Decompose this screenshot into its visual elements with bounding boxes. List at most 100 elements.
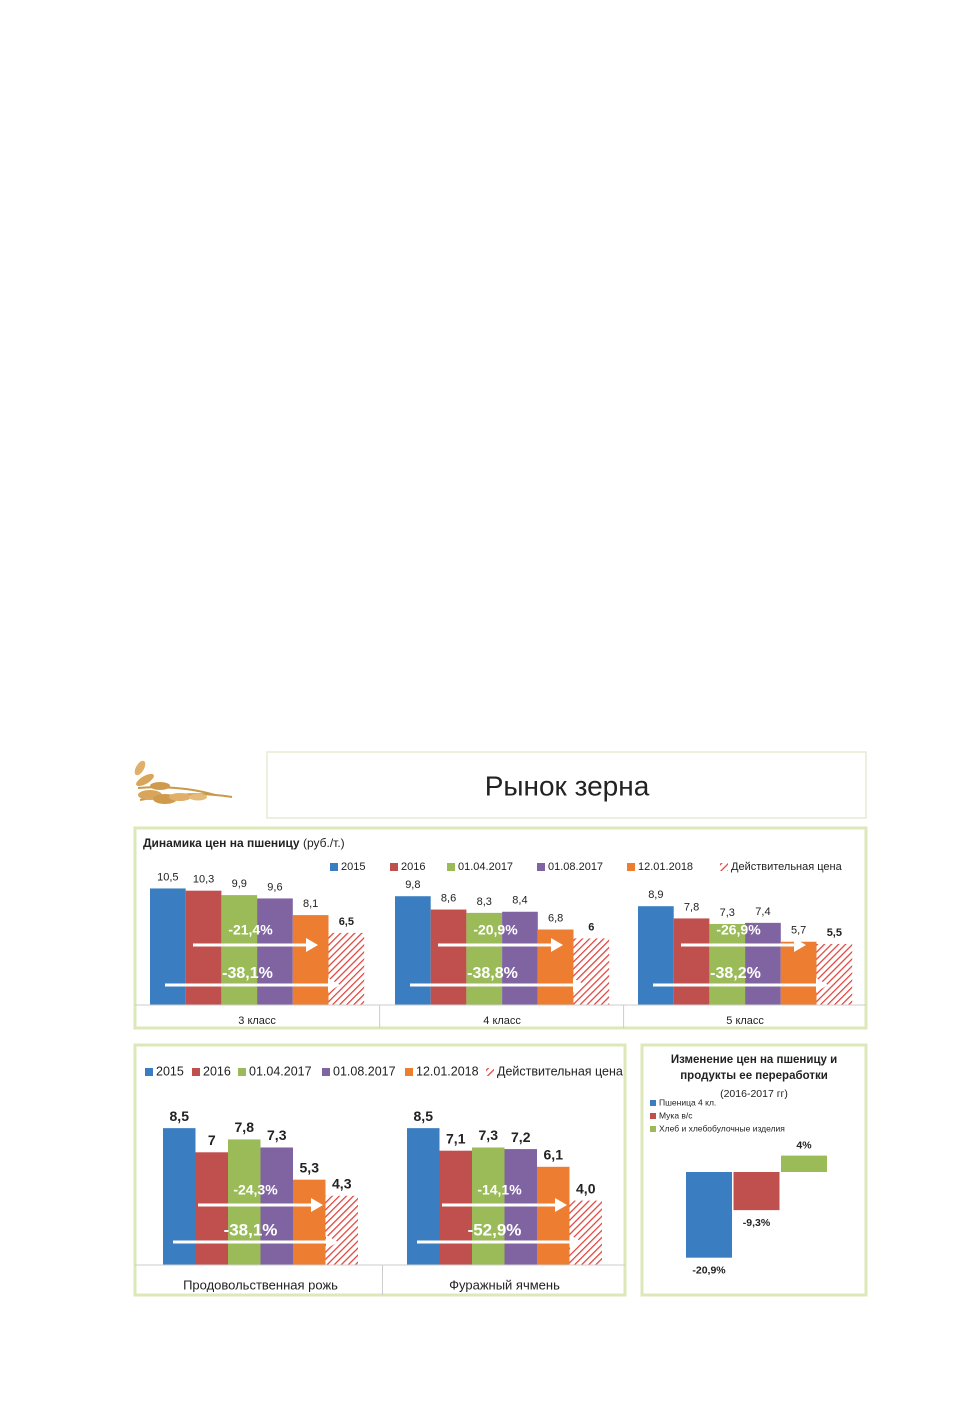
legend-swatch <box>390 863 398 871</box>
legend-label: 01.08.2017 <box>333 1064 396 1078</box>
bar <box>221 895 258 1005</box>
value-label: 9,8 <box>405 879 420 891</box>
arrow-head <box>570 1235 582 1249</box>
bar <box>504 1149 537 1265</box>
value-label: 7 <box>208 1132 216 1148</box>
category-label: 5 класс <box>726 1015 764 1027</box>
change-label: -38,8% <box>467 965 518 982</box>
change-label: -52,9% <box>468 1220 522 1239</box>
change-label: -38,1% <box>222 965 273 982</box>
category-label: 4 класс <box>483 1015 521 1027</box>
value-label: 4,3 <box>332 1175 352 1191</box>
bar <box>816 943 853 1005</box>
bar <box>686 1172 732 1258</box>
change-label: -14,1% <box>477 1182 522 1198</box>
bar <box>439 1150 472 1265</box>
value-label: 7,8 <box>235 1119 255 1135</box>
value-label: 7,3 <box>267 1127 287 1143</box>
legend-label: 2016 <box>203 1064 231 1078</box>
arrow-head <box>306 938 318 952</box>
legend-label: 01.04.2017 <box>249 1064 312 1078</box>
value-label: 8,6 <box>441 892 456 904</box>
bar <box>163 1128 196 1265</box>
arrow-head <box>555 1198 567 1212</box>
value-label: 5,5 <box>827 927 842 939</box>
value-label: 7,2 <box>511 1129 531 1145</box>
bar <box>395 896 431 1005</box>
legend-swatch <box>238 1068 246 1076</box>
chart-title: Изменение цен на пшеницу и продукты ее п… <box>670 1054 838 1082</box>
legend-label: Действительная цена <box>731 861 843 873</box>
legend-swatch <box>447 863 455 871</box>
bar <box>745 922 781 1005</box>
value-label: 6,5 <box>339 916 354 928</box>
arrow-head <box>326 1235 338 1249</box>
legend-swatch <box>650 1113 656 1119</box>
bar <box>195 1152 228 1265</box>
category-label: Фуражный ячмень <box>449 1277 560 1292</box>
bar <box>257 898 293 1005</box>
change-label: -21,4% <box>228 922 273 938</box>
value-label: 8,5 <box>414 1108 434 1124</box>
value-label: 8,9 <box>648 889 663 901</box>
value-label: 7,3 <box>479 1127 499 1143</box>
chart-subtitle: (2016-2017 гг) <box>720 1088 788 1100</box>
bar <box>537 1166 570 1265</box>
value-label: 4% <box>796 1139 812 1151</box>
bar <box>293 1179 326 1265</box>
value-label: 8,5 <box>170 1108 190 1124</box>
value-label: 5,7 <box>791 925 806 937</box>
change-label: -38,1% <box>224 1220 278 1239</box>
chart-title-wrap: Изменение цен на пшеницу и продукты ее п… <box>670 1054 838 1082</box>
legend-swatch <box>145 1068 153 1076</box>
bar <box>502 911 538 1005</box>
value-label: 8,3 <box>477 896 492 908</box>
value-label: 10,5 <box>157 871 178 883</box>
legend-label: 2015 <box>156 1064 184 1078</box>
value-label: 9,9 <box>232 878 247 890</box>
legend-label: 12.01.2018 <box>416 1064 479 1078</box>
bar <box>780 941 817 1005</box>
bar <box>328 932 365 1005</box>
arrow-head <box>311 1198 323 1212</box>
bar <box>466 912 503 1005</box>
legend-label: Мука в/с <box>659 1110 693 1120</box>
bar <box>733 1172 780 1211</box>
change-label: -24,3% <box>233 1182 278 1198</box>
legend-swatch <box>322 1068 330 1076</box>
value-label: 7,1 <box>446 1130 466 1146</box>
bar <box>407 1128 440 1265</box>
arrow-head <box>794 938 806 952</box>
subtitle: (руб./т.) <box>303 836 345 850</box>
bar <box>638 906 674 1005</box>
title: Динамика цен на пшеницу <box>143 836 300 850</box>
category-label: 3 класс <box>238 1015 276 1027</box>
legend-label: 12.01.2018 <box>638 861 693 873</box>
bar <box>709 923 746 1005</box>
bar <box>150 888 186 1005</box>
arrow-head <box>573 978 585 992</box>
legend-label: Действительная цена <box>497 1064 623 1078</box>
chart-box <box>640 1043 868 1297</box>
header-title: Рынок зерна <box>485 770 650 801</box>
change-label: -20,9% <box>473 922 518 938</box>
legend-swatch <box>650 1126 656 1132</box>
value-label: 7,3 <box>720 907 735 919</box>
category-label: Продовольственная рожь <box>183 1277 338 1292</box>
value-label: 8,4 <box>512 895 527 907</box>
arrow-head <box>328 978 340 992</box>
bar <box>673 918 710 1005</box>
bar <box>292 915 329 1005</box>
legend-swatch <box>650 1100 656 1106</box>
arrow-head <box>816 978 828 992</box>
wheat-icon <box>134 760 233 804</box>
legend-label: 01.08.2017 <box>548 861 603 873</box>
bar <box>325 1195 358 1265</box>
legend-label: 01.04.2017 <box>458 861 513 873</box>
legend-swatch <box>405 1068 413 1076</box>
legend-label: 2015 <box>341 861 365 873</box>
legend-swatch <box>192 1068 200 1076</box>
chart-title: Динамика цен на пшеницу (руб./т.) <box>143 836 345 850</box>
value-label: 10,3 <box>193 874 214 886</box>
